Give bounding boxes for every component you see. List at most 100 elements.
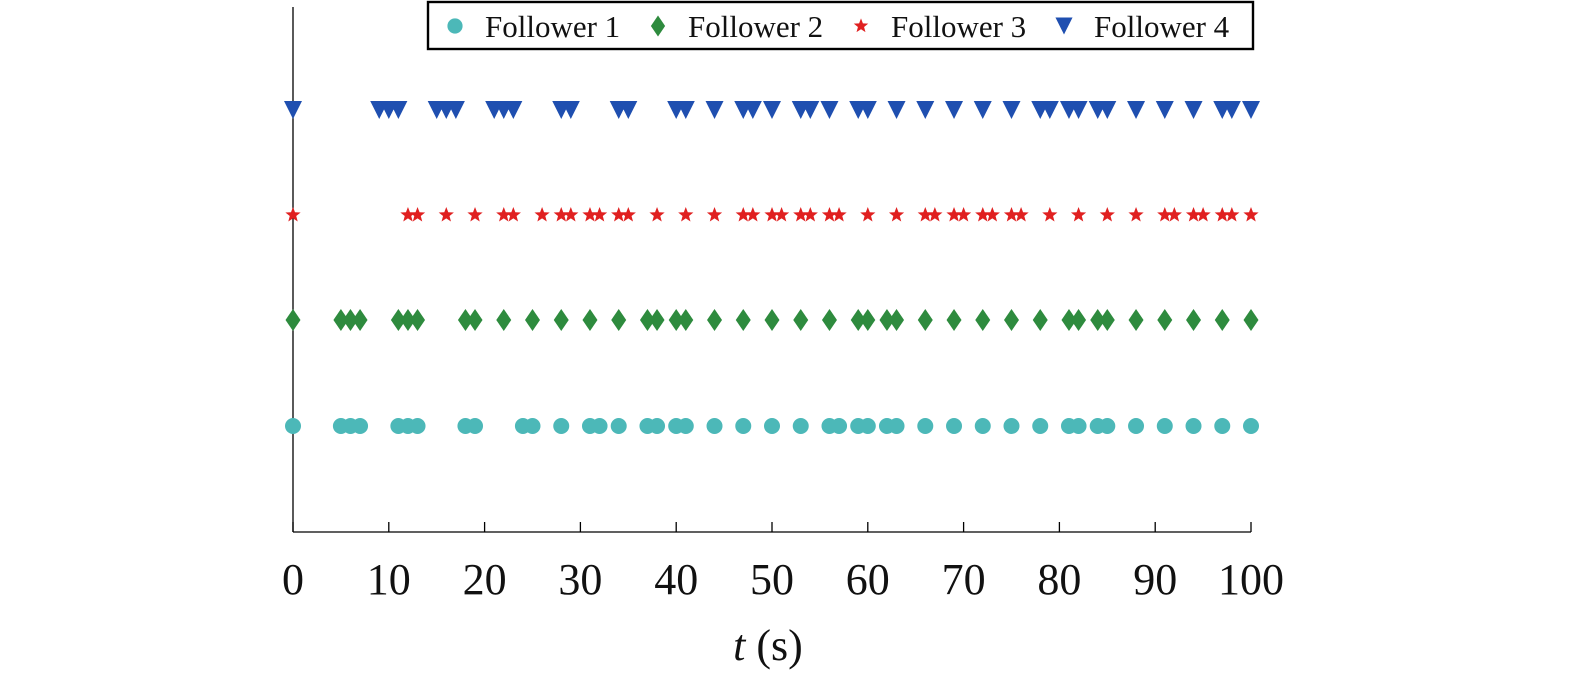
event-point <box>1155 101 1174 119</box>
event-point <box>946 309 962 331</box>
event-point <box>285 309 301 331</box>
x-tick-label: 50 <box>750 555 794 604</box>
event-point <box>649 418 666 434</box>
x-tick-label: 90 <box>1133 555 1177 604</box>
event-point <box>1032 418 1049 434</box>
event-point <box>467 309 483 331</box>
event-markers <box>284 101 1260 434</box>
event-point <box>975 309 991 331</box>
event-point <box>973 101 992 119</box>
event-point <box>505 207 521 222</box>
legend-entry: Follower 4 <box>1055 9 1230 44</box>
event-point <box>1195 207 1211 222</box>
event-point <box>975 207 991 222</box>
event-point <box>831 418 848 434</box>
legend-marker-circle <box>447 18 463 34</box>
event-point <box>1243 207 1259 222</box>
x-axis-variable: t <box>733 621 747 670</box>
event-point <box>860 207 876 222</box>
legend-label: Follower 2 <box>688 9 823 44</box>
event-point <box>1090 309 1106 331</box>
event-point <box>390 309 406 331</box>
event-point <box>1070 207 1087 222</box>
event-point <box>410 309 426 331</box>
event-point <box>793 309 809 331</box>
axes <box>292 7 1251 533</box>
event-point <box>946 207 962 222</box>
event-point <box>735 418 752 434</box>
event-point <box>764 309 780 331</box>
legend-box <box>426 0 1255 51</box>
event-point <box>1004 309 1019 331</box>
event-point <box>352 309 368 331</box>
event-point <box>611 207 627 222</box>
event-point <box>831 207 847 222</box>
event-point <box>1184 101 1203 119</box>
x-tick-label: 60 <box>846 555 890 604</box>
event-point <box>793 207 809 222</box>
event-point <box>888 418 905 434</box>
series-follower-1 <box>285 418 1259 434</box>
event-point <box>611 309 627 331</box>
series-follower-4 <box>284 101 1260 119</box>
legend-label: Follower 1 <box>485 9 620 44</box>
event-point <box>792 418 809 434</box>
event-point <box>916 101 935 119</box>
event-point <box>879 309 895 331</box>
legend-label: Follower 3 <box>891 9 1026 44</box>
event-point <box>400 207 416 222</box>
event-point <box>333 309 349 331</box>
event-point <box>400 309 416 331</box>
event-point <box>649 309 665 331</box>
event-point <box>859 418 876 434</box>
x-tick-label: 70 <box>942 555 986 604</box>
event-point <box>802 207 818 222</box>
x-tick-label: 20 <box>463 555 507 604</box>
event-point <box>945 101 964 119</box>
series-follower-2 <box>285 309 1259 331</box>
event-point <box>887 101 906 119</box>
event-point <box>927 207 943 222</box>
event-point <box>467 418 484 434</box>
event-point <box>1185 418 1202 434</box>
x-tick-label: 0 <box>282 555 304 604</box>
event-point <box>639 309 655 331</box>
event-point <box>764 207 780 222</box>
event-point <box>1157 309 1173 331</box>
event-point <box>561 101 580 119</box>
event-point <box>619 101 638 119</box>
event-point <box>889 309 905 331</box>
event-point <box>553 309 569 331</box>
event-point <box>773 207 790 222</box>
event-point <box>745 207 761 222</box>
event-point <box>553 418 570 434</box>
x-axis-title: t (s) <box>733 621 803 670</box>
event-point <box>525 309 540 331</box>
event-point <box>1222 101 1241 119</box>
event-point <box>1070 418 1087 434</box>
event-point <box>1098 101 1117 119</box>
legend: Follower 1 Follower 2 Follower 3 Follower 4 <box>426 0 1255 51</box>
event-point <box>285 207 301 222</box>
x-ticks: 0 10 20 30 40 50 60 70 80 90 100 <box>282 522 1284 604</box>
event-point <box>1128 418 1145 434</box>
legend-entry: Follower 1 <box>447 9 620 44</box>
event-point <box>801 101 820 119</box>
event-point <box>582 309 598 331</box>
event-point <box>1032 309 1048 331</box>
event-point <box>582 207 598 222</box>
event-point <box>1003 207 1020 222</box>
event-point <box>955 207 972 222</box>
event-point <box>1243 309 1259 331</box>
event-point <box>457 309 473 331</box>
event-point <box>763 101 781 119</box>
legend-marker-triangle-down <box>1055 17 1073 35</box>
x-tick-label: 30 <box>558 555 602 604</box>
event-point <box>676 101 695 119</box>
event-point <box>1002 101 1021 119</box>
event-point <box>678 207 694 222</box>
event-point <box>1243 418 1259 434</box>
x-tick-label: 40 <box>654 555 698 604</box>
event-point <box>496 207 512 222</box>
